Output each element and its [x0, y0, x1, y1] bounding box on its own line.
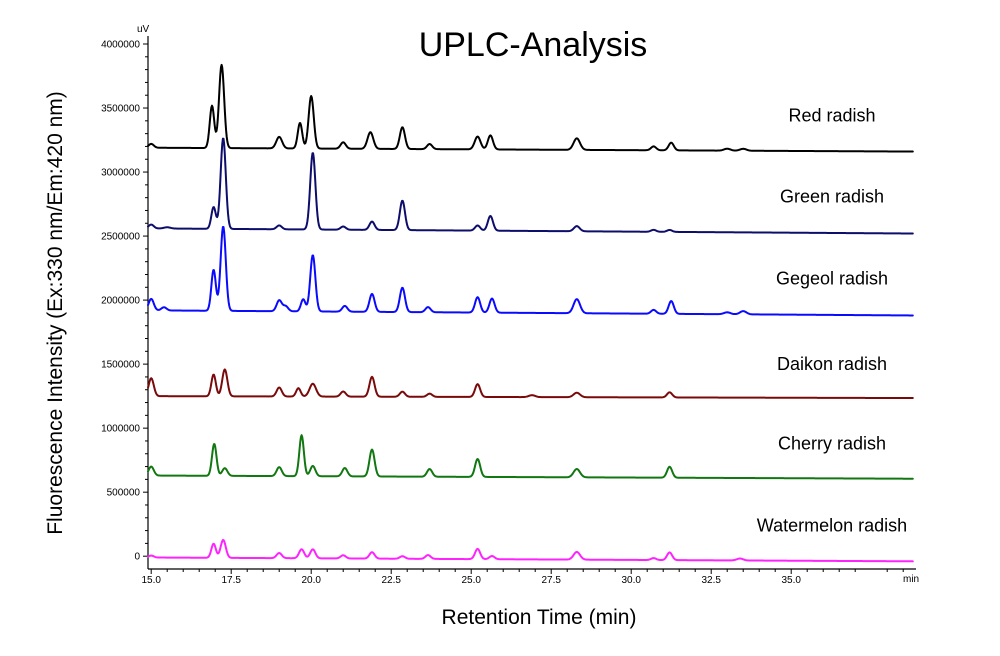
series-line-daikon-radish — [147, 368, 914, 400]
y-axis-label: Fluorescence Intensity (Ex:330 nm/Em:420… — [44, 91, 67, 535]
y-tick-label: 4000000 — [101, 40, 140, 51]
y-tick-label: 3000000 — [101, 168, 140, 179]
x-axis-label: Retention Time (min) — [442, 606, 637, 629]
series-label: Red radish — [788, 106, 875, 126]
series-line-gegeol-radish — [147, 225, 914, 317]
series-line-watermelon-radish — [147, 539, 914, 563]
chart-title: UPLC-Analysis — [419, 26, 648, 64]
x-ticks: 15.0 17.5 20.0 22.5 25.0 27.5 30.0 32.5 35.0 — [141, 569, 904, 586]
x-tick-label: 27.5 — [541, 575, 561, 586]
x-tick-label: 20.0 — [301, 575, 321, 586]
y-tick-label: 3500000 — [101, 104, 140, 115]
x-tick-label: 17.5 — [221, 575, 241, 586]
x-tick-label: 25.0 — [461, 575, 481, 586]
series-label: Green radish — [780, 186, 884, 206]
series-labels: Red radish Green radish Gegeol radish Daiko… — [757, 106, 907, 536]
y-tick-label: 1000000 — [101, 424, 140, 435]
x-tick-label: 22.5 — [381, 575, 401, 586]
y-tick-label: 1500000 — [101, 360, 140, 371]
x-tick-label: 15.0 — [141, 575, 161, 586]
x-unit-label: min — [903, 574, 919, 585]
series-label: Gegeol radish — [776, 268, 888, 288]
series-line-green-radish — [147, 137, 914, 235]
traces — [147, 63, 914, 563]
y-ticks: 0 500000 1000000 1500000 2000000 2500000 30000… — [101, 40, 148, 563]
y-unit-label: uV — [137, 24, 150, 35]
series-line-red-radish — [147, 63, 914, 153]
y-tick-label: 2000000 — [101, 296, 140, 307]
x-tick-label: 30.0 — [621, 575, 641, 586]
series-label: Watermelon radish — [757, 515, 907, 535]
x-tick-label: 35.0 — [781, 575, 801, 586]
x-tick-label: 32.5 — [701, 575, 721, 586]
series-line-cherry-radish — [147, 434, 914, 480]
y-tick-label: 500000 — [107, 488, 141, 499]
y-tick-label: 2500000 — [101, 232, 140, 243]
series-label: Cherry radish — [778, 434, 886, 454]
series-label: Daikon radish — [777, 354, 887, 374]
y-tick-label: 0 — [134, 552, 140, 563]
